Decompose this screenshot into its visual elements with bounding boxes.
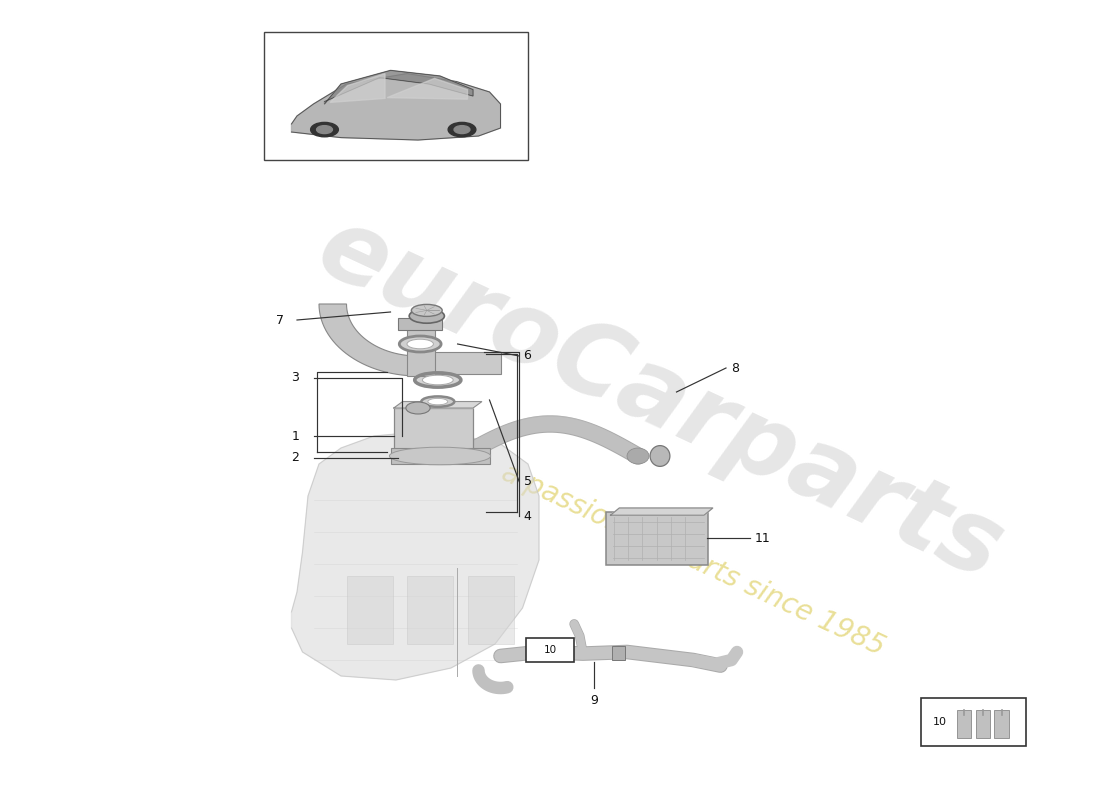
Bar [407, 326, 434, 376]
Ellipse shape [454, 126, 470, 134]
Bar [994, 710, 1009, 738]
Text: 11: 11 [755, 532, 770, 545]
Circle shape [453, 450, 471, 462]
Ellipse shape [317, 126, 332, 134]
Text: 10: 10 [933, 717, 946, 727]
Bar [976, 710, 990, 738]
Bar [468, 576, 514, 644]
Ellipse shape [415, 373, 461, 387]
Bar [957, 710, 971, 738]
Text: 2: 2 [292, 451, 299, 464]
Ellipse shape [411, 305, 442, 317]
Text: 1: 1 [292, 430, 299, 442]
Ellipse shape [422, 375, 453, 385]
Polygon shape [324, 70, 473, 104]
Bar [398, 318, 442, 330]
Text: a passion for parts since 1985: a passion for parts since 1985 [497, 458, 889, 662]
Text: 4: 4 [524, 510, 531, 522]
Bar [264, 32, 528, 160]
Text: 8: 8 [732, 362, 739, 374]
Ellipse shape [650, 446, 670, 466]
Text: 5: 5 [524, 475, 531, 488]
Bar [418, 352, 500, 374]
Bar [394, 408, 473, 452]
Polygon shape [387, 78, 468, 99]
Ellipse shape [389, 447, 491, 465]
Polygon shape [292, 74, 500, 140]
Text: 6: 6 [524, 350, 531, 362]
Polygon shape [319, 304, 418, 376]
Ellipse shape [407, 339, 433, 349]
FancyBboxPatch shape [526, 638, 574, 662]
Ellipse shape [406, 402, 430, 414]
Text: 10: 10 [543, 645, 557, 655]
Text: euroCarparts: euroCarparts [302, 199, 1018, 601]
Bar [612, 646, 625, 660]
Ellipse shape [399, 336, 441, 352]
Text: 9: 9 [590, 694, 598, 707]
Text: 7: 7 [276, 314, 284, 326]
Bar [407, 576, 453, 644]
Polygon shape [330, 74, 385, 102]
Polygon shape [610, 508, 713, 515]
Circle shape [627, 448, 649, 464]
FancyBboxPatch shape [606, 512, 708, 565]
Ellipse shape [310, 122, 339, 137]
Polygon shape [394, 402, 482, 408]
Ellipse shape [409, 309, 444, 323]
Polygon shape [292, 432, 539, 680]
Ellipse shape [448, 122, 476, 137]
Bar [390, 448, 490, 464]
Text: 3: 3 [292, 371, 299, 384]
Ellipse shape [421, 397, 454, 406]
Bar [346, 576, 393, 644]
Ellipse shape [428, 398, 448, 405]
FancyBboxPatch shape [921, 698, 1026, 746]
